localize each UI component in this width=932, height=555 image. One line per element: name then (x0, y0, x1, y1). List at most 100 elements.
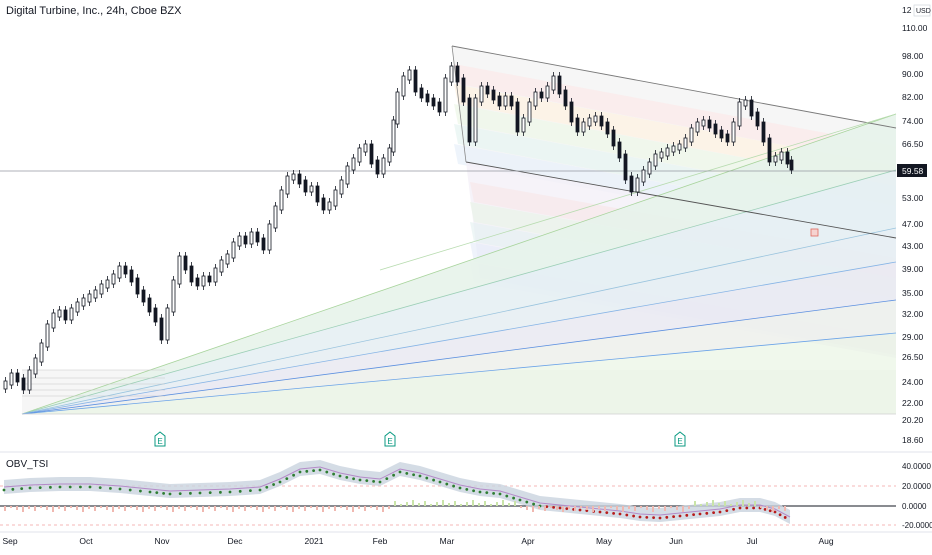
osc-histogram-bar (304, 506, 306, 511)
osc-dot (692, 513, 695, 517)
candle-body (219, 259, 224, 273)
candle-body (3, 380, 8, 390)
currency-label: USD (916, 8, 931, 15)
osc-histogram-bar (442, 500, 444, 506)
osc-dot (352, 477, 355, 481)
candle-body (171, 279, 176, 313)
candle-body (105, 279, 110, 289)
osc-histogram-bar (70, 506, 72, 508)
osc-dot (219, 490, 222, 494)
osc-dot (532, 502, 535, 506)
osc-histogram-bar (100, 506, 102, 508)
candle-body (425, 93, 430, 103)
osc-histogram-bar (466, 502, 468, 506)
candle-body (479, 85, 484, 103)
osc-histogram-bar (448, 503, 450, 506)
osc-dot (418, 474, 422, 478)
osc-histogram-bar (166, 506, 168, 510)
earnings-marker (384, 431, 396, 447)
osc-dot (752, 506, 755, 510)
candle-body (629, 175, 634, 193)
osc-histogram-bar (202, 506, 204, 512)
candle-body (357, 147, 362, 163)
candle-body (725, 133, 730, 143)
candle-body (207, 275, 212, 283)
osc-dot (768, 509, 772, 513)
candle-body (297, 173, 302, 185)
fan-line (21, 227, 897, 415)
candle-body (387, 147, 392, 163)
osc-tick-label: -20.0000 (902, 521, 932, 530)
candle-body (419, 87, 424, 99)
osc-dot (265, 485, 269, 489)
osc-histogram-bar (406, 502, 408, 506)
osc-histogram-bar (10, 506, 12, 508)
candle-body (755, 111, 760, 127)
osc-histogram-bar (154, 506, 156, 511)
osc-dot (745, 506, 749, 510)
candle-body (431, 97, 436, 107)
price-tick-label: 110.00 (902, 23, 928, 33)
osc-histogram-bar (130, 506, 132, 508)
osc-dot (685, 513, 689, 517)
time-tick-label: May (596, 536, 613, 546)
candle-body (195, 277, 200, 287)
osc-dot (472, 489, 475, 493)
osc-histogram-bar (46, 506, 48, 510)
osc-dot (465, 487, 469, 491)
candle-body (437, 101, 442, 113)
osc-histogram-bar (586, 506, 588, 510)
candle-body (87, 293, 92, 303)
candle-body (683, 137, 688, 149)
osc-dot (598, 510, 602, 514)
osc-histogram-bar (430, 504, 432, 506)
candle-body (707, 119, 712, 129)
osc-dot (178, 492, 182, 496)
osc-signal-line (3, 466, 791, 518)
candle-body (545, 85, 550, 99)
osc-histogram-bar (580, 506, 582, 508)
osc-histogram-bar (598, 506, 600, 509)
osc-histogram-bar (370, 506, 372, 508)
osc-histogram-bar (142, 506, 144, 512)
osc-histogram-bar (310, 506, 312, 508)
osc-histogram-bar (358, 506, 360, 509)
osc-dot (545, 505, 549, 509)
osc-dot (292, 473, 295, 477)
osc-dot (238, 489, 242, 493)
osc-histogram-bar (112, 506, 114, 512)
time-tick-label: Oct (79, 536, 93, 546)
osc-histogram-bar (718, 503, 720, 506)
osc-dot (773, 510, 777, 514)
candle-body (93, 289, 98, 299)
candle-body (321, 197, 326, 211)
candle-body (285, 175, 290, 195)
osc-dot (365, 479, 369, 483)
osc-dot (605, 511, 609, 515)
osc-dot (155, 491, 159, 495)
osc-tick-label: 20.0000 (902, 482, 931, 491)
candle-body (623, 153, 628, 181)
osc-dot (445, 482, 449, 486)
candle-body (401, 75, 406, 97)
time-tick-label: Jun (669, 536, 683, 546)
osc-dot (228, 490, 232, 494)
candle-body (713, 123, 718, 135)
osc-dot (318, 468, 322, 472)
osc-histogram-bar (400, 504, 402, 506)
candle-body (593, 115, 598, 123)
candle-body (351, 157, 356, 171)
osc-histogram-bar (640, 506, 642, 508)
osc-dot (325, 470, 329, 474)
price-tick-label: 22.00 (902, 398, 924, 408)
osc-dot (478, 490, 482, 494)
candle-body (413, 69, 418, 93)
osc-histogram-bar (646, 506, 648, 510)
osc-dot (405, 471, 409, 475)
osc-histogram-bar (454, 501, 456, 506)
osc-dot (189, 491, 192, 495)
osc-histogram-bar (64, 506, 66, 511)
osc-tick-label: 0.0000 (902, 502, 927, 511)
chart-title: Digital Turbine, Inc., 24h, Cboe BZX (6, 5, 182, 17)
